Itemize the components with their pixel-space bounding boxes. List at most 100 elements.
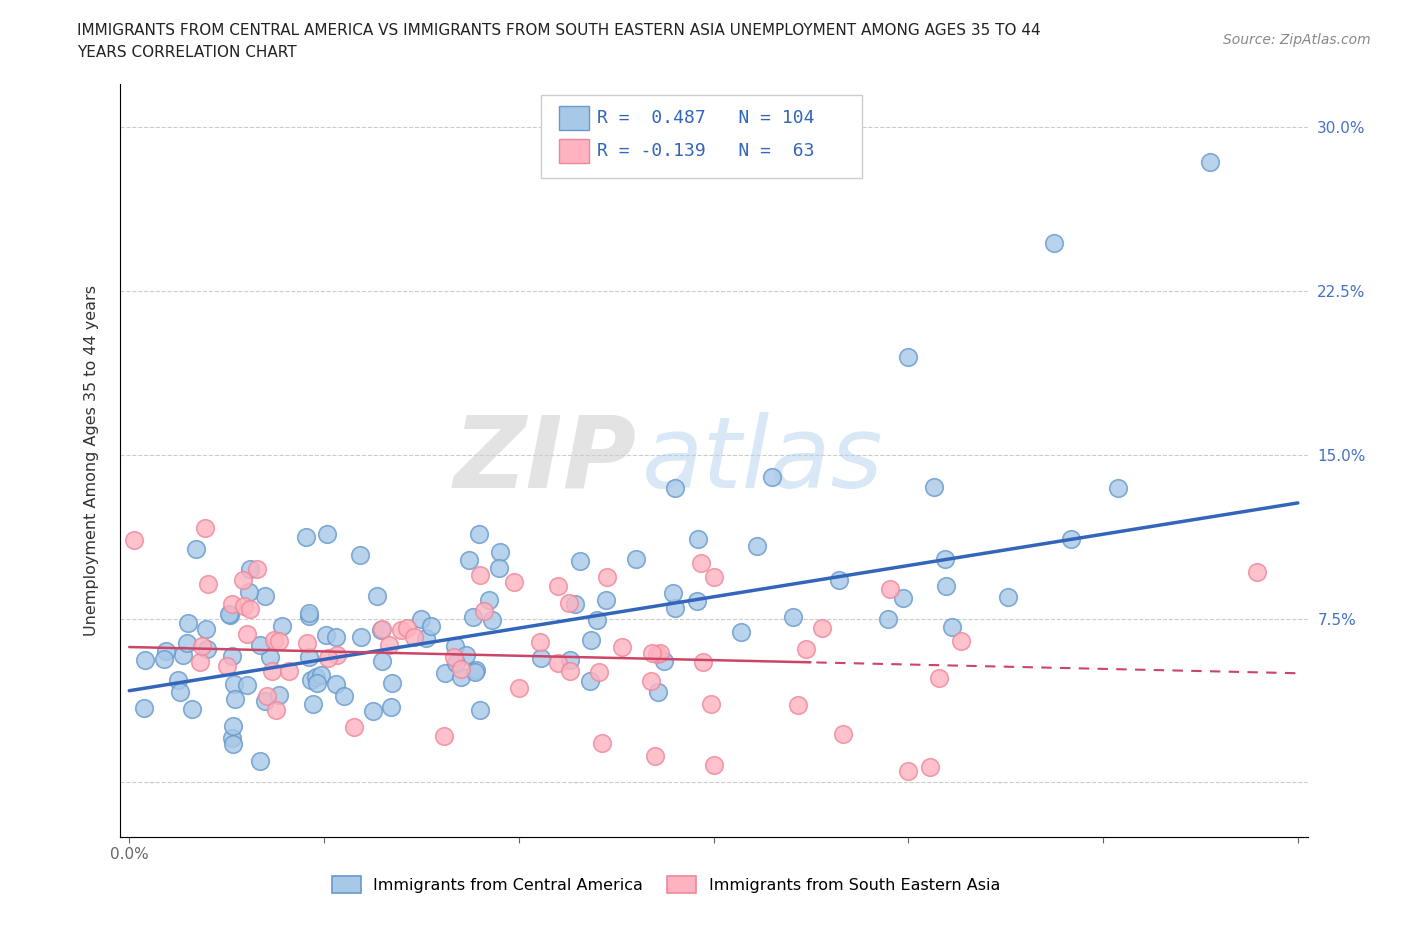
- Point: [569, 553, 592, 568]
- Point: [239, 562, 262, 577]
- Point: [298, 608, 321, 623]
- Point: [558, 653, 581, 668]
- Point: [897, 764, 920, 779]
- Point: [648, 645, 671, 660]
- Point: [222, 737, 245, 751]
- Point: [502, 575, 524, 590]
- Point: [134, 653, 156, 668]
- Point: [305, 676, 328, 691]
- Point: [662, 585, 685, 600]
- Y-axis label: Unemployment Among Ages 35 to 44 years: Unemployment Among Ages 35 to 44 years: [84, 285, 98, 636]
- Point: [256, 688, 278, 703]
- Point: [588, 665, 610, 680]
- Point: [122, 533, 145, 548]
- Point: [612, 640, 634, 655]
- Point: [221, 648, 243, 663]
- Point: [761, 470, 783, 485]
- Point: [420, 618, 443, 633]
- Point: [188, 655, 211, 670]
- Point: [269, 634, 291, 649]
- Point: [235, 627, 257, 642]
- Point: [219, 607, 242, 622]
- Point: [325, 630, 347, 644]
- Point: [891, 591, 914, 605]
- Text: YEARS CORRELATION CHART: YEARS CORRELATION CHART: [77, 45, 297, 60]
- Point: [343, 719, 366, 734]
- Point: [730, 625, 752, 640]
- Point: [468, 703, 491, 718]
- Point: [193, 521, 215, 536]
- Point: [409, 611, 432, 626]
- Point: [547, 656, 569, 671]
- Point: [920, 759, 942, 774]
- Point: [652, 654, 675, 669]
- Point: [1060, 532, 1083, 547]
- Point: [260, 663, 283, 678]
- Point: [745, 538, 768, 553]
- Point: [311, 667, 333, 682]
- Point: [810, 621, 832, 636]
- Point: [326, 648, 349, 663]
- Point: [181, 701, 204, 716]
- Point: [664, 480, 686, 495]
- Point: [221, 730, 243, 745]
- Point: [596, 569, 619, 584]
- Bar: [560, 106, 589, 130]
- Text: IMMIGRANTS FROM CENTRAL AMERICA VS IMMIGRANTS FROM SOUTH EASTERN ASIA UNEMPLOYME: IMMIGRANTS FROM CENTRAL AMERICA VS IMMIG…: [77, 23, 1040, 38]
- Point: [579, 674, 602, 689]
- Point: [1199, 155, 1222, 170]
- Point: [184, 541, 207, 556]
- Point: [488, 560, 510, 575]
- Point: [325, 677, 347, 692]
- Point: [264, 703, 287, 718]
- Text: ZIP: ZIP: [453, 412, 637, 509]
- Point: [333, 688, 356, 703]
- Point: [703, 758, 725, 773]
- Point: [263, 632, 285, 647]
- Point: [1043, 235, 1066, 250]
- Point: [897, 349, 920, 364]
- Point: [153, 652, 176, 667]
- Point: [703, 569, 725, 584]
- Point: [586, 613, 609, 628]
- FancyBboxPatch shape: [541, 95, 862, 178]
- Point: [444, 656, 467, 671]
- Point: [564, 596, 586, 611]
- Point: [922, 479, 945, 494]
- Point: [832, 727, 855, 742]
- Point: [222, 719, 245, 734]
- Point: [456, 648, 478, 663]
- Point: [928, 671, 950, 685]
- Point: [238, 585, 260, 600]
- Point: [876, 611, 898, 626]
- Point: [269, 688, 291, 703]
- Point: [464, 665, 486, 680]
- Point: [271, 618, 294, 633]
- Text: R =  0.487   N = 104: R = 0.487 N = 104: [598, 110, 814, 127]
- Point: [224, 692, 246, 707]
- Point: [935, 579, 957, 594]
- Point: [176, 635, 198, 650]
- Point: [782, 609, 804, 624]
- Text: atlas: atlas: [643, 412, 884, 509]
- Point: [529, 635, 551, 650]
- Point: [172, 647, 194, 662]
- Point: [468, 567, 491, 582]
- Point: [191, 639, 214, 654]
- Point: [450, 670, 472, 684]
- Point: [558, 595, 581, 610]
- Point: [371, 654, 394, 669]
- Point: [380, 699, 402, 714]
- Point: [692, 655, 714, 670]
- Point: [468, 526, 491, 541]
- Point: [404, 630, 426, 644]
- Point: [315, 628, 337, 643]
- Point: [298, 649, 321, 664]
- Point: [389, 622, 412, 637]
- Bar: [560, 139, 589, 163]
- Text: R = -0.139   N =  63: R = -0.139 N = 63: [598, 141, 814, 160]
- Point: [249, 753, 271, 768]
- Point: [195, 642, 218, 657]
- Point: [458, 552, 481, 567]
- Point: [508, 681, 530, 696]
